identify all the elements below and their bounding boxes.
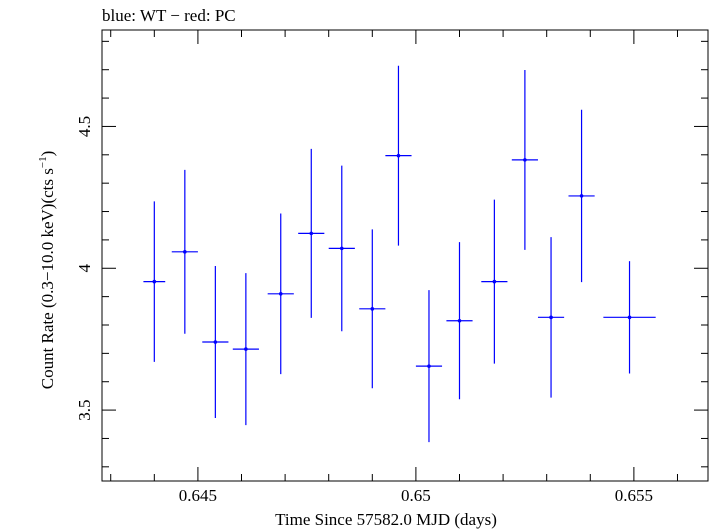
- y-axis-label: Count Rate (0.3−10.0 keV)(cts s−1): [37, 151, 57, 390]
- point-marker: [183, 250, 187, 254]
- data-point: [568, 109, 595, 283]
- plot-frame: [101, 29, 709, 482]
- point-marker: [339, 246, 344, 251]
- point-marker: [213, 340, 218, 344]
- point-marker: [278, 291, 283, 296]
- point-marker: [523, 158, 527, 162]
- data-point: [359, 229, 386, 389]
- chart-title: blue: WT − red: PC: [102, 6, 236, 25]
- data-point: [603, 261, 656, 374]
- point-marker: [396, 153, 401, 158]
- data-points: [143, 65, 656, 443]
- data-point: [328, 165, 355, 332]
- y-tick-label: 3.5: [75, 399, 94, 420]
- point-marker: [152, 279, 157, 284]
- point-marker: [549, 315, 553, 320]
- data-point: [143, 201, 166, 362]
- y-axis-label-end: ): [38, 151, 57, 157]
- point-marker: [370, 307, 375, 311]
- point-marker: [309, 231, 314, 236]
- y-tick-label: 4.5: [75, 116, 94, 137]
- data-point: [537, 237, 565, 398]
- axis-ticks: [102, 30, 708, 481]
- data-point: [385, 65, 412, 246]
- y-axis-label-main: Count Rate (0.3−10.0 keV)(cts s: [38, 168, 57, 389]
- point-marker: [457, 318, 462, 323]
- data-point: [232, 273, 259, 426]
- y-tick-label: 4: [75, 264, 94, 273]
- point-marker: [492, 279, 497, 284]
- data-point: [298, 148, 325, 318]
- y-axis-label-sup: −1: [37, 156, 49, 168]
- x-tick-label: 0.65: [401, 486, 431, 505]
- data-point: [267, 213, 294, 375]
- point-marker: [627, 315, 632, 320]
- point-marker: [579, 194, 584, 198]
- data-point: [202, 265, 229, 419]
- data-point: [171, 169, 198, 334]
- data-point: [415, 290, 443, 443]
- point-marker: [244, 347, 248, 351]
- x-tick-label: 0.655: [615, 486, 653, 505]
- x-axis-label: Time Since 57582.0 MJD (days): [275, 510, 497, 529]
- data-point: [481, 199, 508, 364]
- data-point: [511, 69, 538, 250]
- x-tick-label: 0.645: [179, 486, 217, 505]
- axis-tick-labels: 0.645 0.65 0.655 3.5 4 4.5: [75, 116, 653, 505]
- data-point: [446, 242, 473, 400]
- point-marker: [427, 364, 431, 368]
